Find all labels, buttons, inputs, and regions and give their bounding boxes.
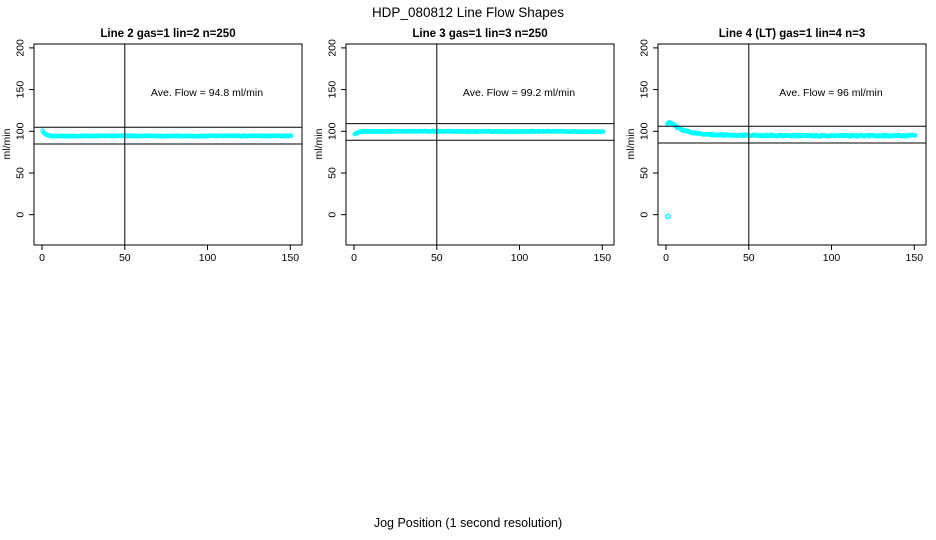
y-tick-label: 50 [327,167,339,179]
outlier-point [664,213,671,220]
y-tick-label: 50 [15,167,27,179]
plot-box [345,43,615,246]
y-tick-label: 0 [15,212,27,218]
y-axis-label: ml/min [1,128,13,159]
y-tick-label: 150 [15,81,27,99]
figure-title: HDP_080812 Line Flow Shapes [372,5,564,20]
data-points [40,128,294,139]
plot-area: 0 50 100 150 0 50 100 150 200 [15,39,303,264]
y-tick-label: 50 [639,167,651,179]
plot-area: 0 50 100 150 0 50 100 150 200 [327,39,615,264]
plot-box [657,43,927,246]
x-tick-label: 0 [39,252,45,264]
panel-line3: Line 3 gas=1 lin=3 n=250 Ave. Flow = 99.… [313,28,615,264]
y-tick-label: 0 [327,212,339,218]
y-axis-label: ml/min [313,128,325,159]
y-tick-label: 100 [639,122,651,140]
data-points [664,119,918,220]
x-tick-label: 50 [119,252,131,264]
data-points [352,128,606,137]
x-tick-label: 100 [511,252,529,264]
data-point [912,133,918,138]
x-tick-label: 150 [282,252,300,264]
y-tick-label: 100 [15,122,27,140]
x-tick-label: 100 [199,252,217,264]
y-tick-label: 100 [327,122,339,140]
x-axis-label: Jog Position (1 second resolution) [374,516,562,530]
data-point [288,133,294,139]
x-tick-label: 100 [823,252,841,264]
ave-flow-annotation: Ave. Flow = 96 ml/min [779,87,883,99]
x-tick-label: 50 [431,252,443,264]
plot-area: 0 50 100 150 0 50 100 150 200 [639,39,927,264]
x-tick-label: 150 [906,252,924,264]
plot-box [33,43,303,246]
panel-line2: Line 2 gas=1 lin=2 n=250 Ave. Flow = 94.… [1,28,303,264]
data-point [600,129,606,134]
y-axis-label: ml/min [625,128,637,159]
panel-title: Line 4 (LT) gas=1 lin=4 n=3 [719,28,865,40]
ave-flow-annotation: Ave. Flow = 99.2 ml/min [463,87,575,99]
panel-title: Line 2 gas=1 lin=2 n=250 [100,28,235,40]
y-tick-label: 150 [639,81,651,99]
y-tick-label: 150 [327,81,339,99]
y-tick-label: 200 [639,39,651,57]
x-tick-label: 0 [663,252,669,264]
x-tick-label: 0 [351,252,357,264]
x-tick-label: 150 [594,252,612,264]
panel-title: Line 3 gas=1 lin=3 n=250 [412,28,547,40]
y-tick-label: 200 [15,39,27,57]
panel-line4lt: Line 4 (LT) gas=1 lin=4 n=3 Ave. Flow = … [625,28,927,264]
y-tick-label: 200 [327,39,339,57]
y-tick-label: 0 [639,212,651,218]
ave-flow-annotation: Ave. Flow = 94.8 ml/min [151,87,263,99]
x-tick-label: 50 [743,252,755,264]
